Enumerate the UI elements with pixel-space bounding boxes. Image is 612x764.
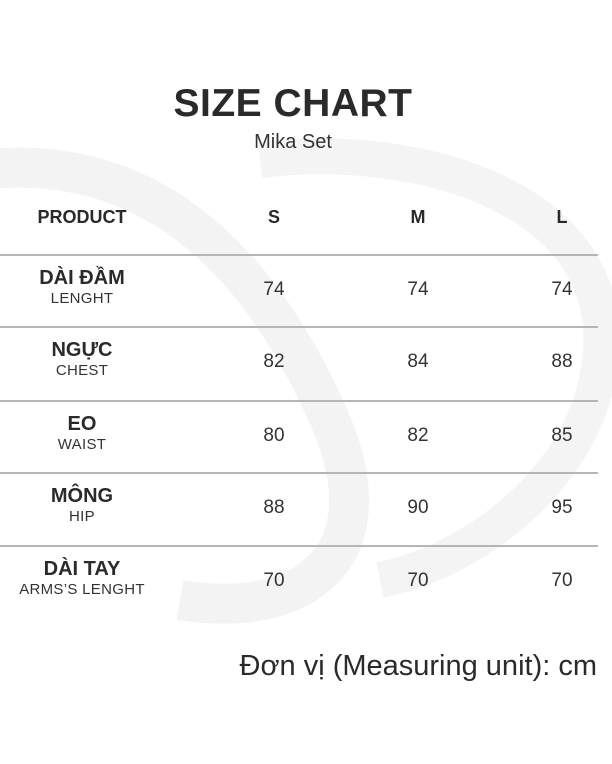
product-name: Mika Set: [254, 131, 332, 153]
measuring-unit-note: Đơn vị (Measuring unit): cm: [239, 650, 597, 682]
row-label: EO WAIST: [0, 413, 164, 453]
row-divider: [0, 400, 598, 402]
page-title: SIZE CHART: [173, 82, 413, 125]
size-value-m: 82: [407, 425, 429, 446]
size-value-m: 84: [407, 351, 429, 372]
size-value-m: 74: [407, 279, 429, 300]
row-divider: [0, 545, 598, 547]
size-value-l: 85: [551, 425, 573, 446]
measurement-name-english: LENGHT: [50, 290, 114, 307]
size-value-l: 70: [551, 570, 573, 591]
measurement-name: DÀI ĐẦM: [39, 267, 125, 289]
size-value-s: 74: [263, 279, 285, 300]
size-value-s: 70: [263, 570, 285, 591]
size-value-l: 74: [551, 279, 573, 300]
size-value-s: 82: [263, 351, 285, 372]
header-product: PRODUCT: [37, 207, 127, 227]
measurement-name: NGỰC: [51, 339, 113, 361]
row-label: DÀI TAY ARMS’S LENGHT: [0, 558, 164, 598]
measurement-name-english: ARMS’S LENGHT: [19, 581, 145, 598]
measurement-name: EO: [67, 413, 97, 435]
size-value-l: 95: [551, 497, 573, 518]
row-divider: [0, 326, 598, 328]
row-label: MÔNG HIP: [0, 485, 164, 525]
size-value-l: 88: [551, 351, 573, 372]
measurement-name-english: WAIST: [57, 436, 107, 453]
row-divider: [0, 472, 598, 474]
size-value-m: 90: [407, 497, 429, 518]
header-size-s: S: [267, 207, 280, 227]
size-value-m: 70: [407, 570, 429, 591]
row-label: NGỰC CHEST: [0, 339, 164, 379]
row-label: DÀI ĐẦM LENGHT: [0, 267, 164, 307]
header-size-l: L: [556, 207, 568, 227]
measurement-name-english: HIP: [69, 508, 95, 525]
size-value-s: 88: [263, 497, 285, 518]
row-divider: [0, 254, 598, 256]
size-value-s: 80: [263, 425, 285, 446]
measurement-name: MÔNG: [50, 485, 114, 507]
header-size-m: M: [410, 207, 426, 227]
measurement-name: DÀI TAY: [43, 558, 121, 580]
measurement-name-english: CHEST: [55, 362, 109, 379]
